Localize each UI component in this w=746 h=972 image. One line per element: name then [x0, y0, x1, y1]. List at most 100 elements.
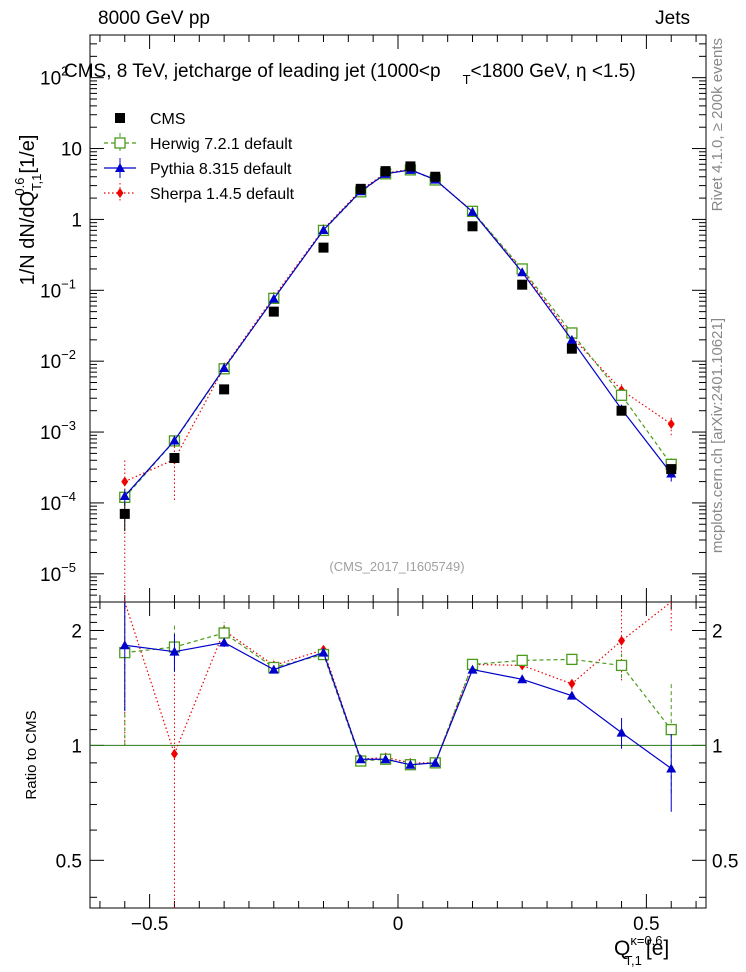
legend-item-pythia: Pythia 8.315 default [104, 158, 292, 178]
ratio-point-pythia [380, 754, 391, 764]
header-right-label: Jets [655, 8, 690, 29]
ratio-point-pythia [666, 763, 677, 773]
ratio-series-layer [119, 601, 677, 908]
data-point-cms [169, 453, 180, 464]
data-point-pythia [268, 293, 279, 303]
data-point-cms [430, 171, 441, 182]
data-point-cms [219, 384, 230, 395]
x-tick-label: −0.5 [131, 914, 169, 935]
rivet-version-label: Rivet 4.1.0, ≥ 200k events [709, 38, 726, 211]
ratio-point-herwig [516, 654, 528, 667]
chart-title-part-a: CMS, 8 TeV, jetcharge of leading jet (10… [64, 61, 441, 82]
ratio-point-herwig [218, 627, 230, 639]
data-point-cms [355, 183, 366, 194]
y-tick-label: 10−1 [40, 276, 76, 302]
ratio-point-pythia [517, 674, 528, 684]
mcplots-label: mcplots.cern.ch [arXiv:2401.10621] [709, 318, 726, 553]
legend-label-pythia: Pythia 8.315 default [150, 161, 292, 178]
ratio-point-pythia [169, 646, 180, 656]
ratio-point-sherpa [618, 635, 626, 646]
data-point-cms [405, 161, 416, 172]
legend-label-cms: CMS [150, 111, 186, 128]
x-tick-label: 0 [393, 914, 404, 935]
data-point-pythia [169, 435, 180, 445]
y-axis-label-main: 1/N dN/dQ [17, 191, 39, 285]
data-point-cms [119, 508, 130, 519]
data-point-cms [616, 405, 627, 416]
chart-title-part-b: <1800 GeV, η <1.5) [471, 61, 636, 82]
data-point-cms [318, 242, 329, 253]
ratio-point-pythia [355, 754, 366, 764]
data-point-sherpa [121, 476, 129, 487]
ratio-point-herwig [615, 659, 628, 672]
ratio-point-herwig [566, 653, 578, 666]
ratio-point-pythia [268, 664, 279, 674]
y-tick-label: 102 [40, 64, 68, 90]
legend-label-herwig: Herwig 7.2.1 default [150, 136, 293, 153]
chart-title: CMS, 8 TeV, jetcharge of leading jet (10… [64, 61, 636, 87]
x-axis-label-sup: κ=0.6 [630, 933, 662, 948]
ratio-point-pythia [566, 690, 577, 700]
legend-item-cms: CMS [115, 111, 186, 128]
x-tick-label: 0.5 [633, 914, 659, 935]
series-line-pythia [124, 169, 672, 497]
ratio-line-pythia [124, 641, 672, 769]
ratio-y-tick-label-left: 2 [71, 621, 82, 642]
ratio-point-pythia [318, 647, 329, 657]
y-axis-label: 1/N dN/dQT,10.6 [1/e] [12, 135, 44, 286]
data-point-herwig [615, 389, 628, 401]
header-left-label: 8000 GeV pp [98, 8, 210, 29]
ratio-y-tick-label-right: 0.5 [712, 851, 738, 872]
legend-marker-sherpa [116, 188, 124, 198]
data-point-pythia [467, 206, 478, 216]
x-axis-label: Qκ=0.6 T,1 [e] [614, 933, 669, 968]
ratio-line-herwig [124, 632, 672, 766]
data-point-cms [517, 279, 528, 290]
legend-marker-herwig [114, 137, 126, 149]
y-axis-label-sub: T,1 [29, 174, 44, 191]
ratio-point-pythia [119, 640, 130, 650]
legend-marker-pythia [115, 163, 125, 172]
x-axis-label-sub: T,1 [625, 953, 642, 968]
ratio-point-pythia [467, 664, 478, 674]
data-point-sherpa [667, 418, 675, 429]
ratio-line-sherpa [124, 601, 672, 764]
data-point-pythia [566, 334, 577, 344]
data-point-pythia [517, 267, 528, 277]
analysis-watermark: (CMS_2017_I1605749) [329, 559, 464, 574]
legend-marker-cms [115, 113, 125, 123]
series-line-sherpa [124, 168, 672, 483]
data-point-cms [467, 221, 478, 232]
ratio-y-tick-label-right: 1 [712, 736, 723, 757]
data-point-cms [380, 166, 391, 177]
legend: CMS Herwig 7.2.1 default Pythia 8.315 defa… [104, 111, 295, 203]
y-tick-label: 10−3 [40, 418, 76, 444]
ratio-axis-ticks: −0.5 0 0.5 0.5 0.5 1 1 2 2 [56, 602, 738, 935]
ratio-point-pythia [405, 759, 416, 769]
ratio-panel-frame [89, 601, 707, 909]
ratio-point-pythia [430, 757, 441, 767]
y-tick-label: 10−4 [40, 489, 76, 515]
legend-item-herwig: Herwig 7.2.1 default [104, 133, 293, 153]
ratio-y-tick-label-left: 1 [71, 736, 82, 757]
y-tick-label: 1 [71, 210, 82, 231]
ratio-point-herwig [665, 723, 677, 736]
ratio-y-axis-label: Ratio to CMS [23, 710, 40, 799]
ratio-y-tick-label-right: 2 [712, 621, 723, 642]
x-axis-label-unit: [e] [646, 937, 669, 960]
ratio-point-pythia [616, 727, 627, 737]
data-point-cms [268, 306, 279, 317]
data-point-cms [666, 464, 677, 475]
series-line-herwig [124, 169, 672, 498]
ratio-point-sherpa [170, 748, 178, 759]
legend-item-sherpa: Sherpa 1.4.5 default [104, 183, 295, 203]
main-axis-ticks: 10−5 10−4 10−3 10−2 10−1 1 10 102 [40, 34, 706, 603]
ratio-point-sherpa [568, 678, 576, 689]
chart-title-subscript: T [463, 72, 471, 87]
svg-text:1/N dN/dQT,10.6[1/e]: 1/N dN/dQT,10.6 [1/e] [12, 135, 44, 286]
y-axis-label-sup: 0.6 [12, 178, 27, 196]
legend-label-sherpa: Sherpa 1.4.5 default [150, 186, 295, 203]
y-tick-label: 10−5 [40, 560, 76, 586]
data-point-pythia [318, 224, 329, 234]
